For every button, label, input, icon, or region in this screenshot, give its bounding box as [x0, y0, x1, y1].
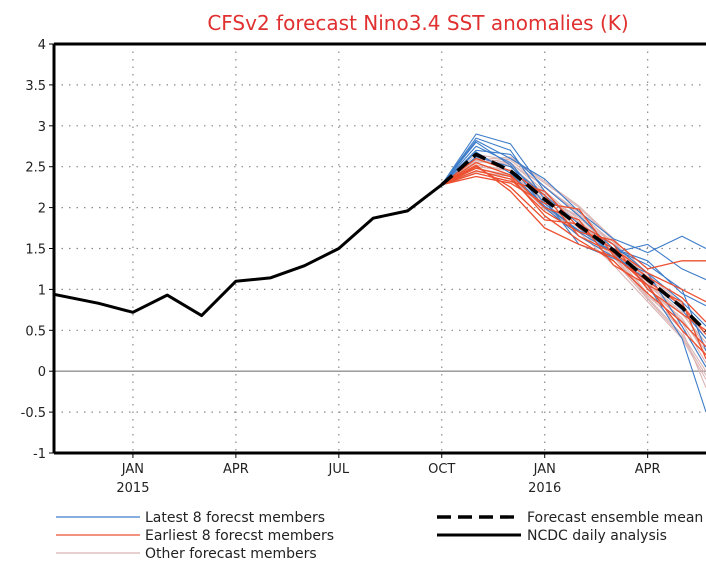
- y-axis: -1 -0.5 0 0.5 1 1.5 2 2.5 3 3.5 4: [21, 38, 54, 462]
- latest-member-line: [441, 149, 706, 307]
- earliest-member-line: [441, 167, 706, 348]
- latest-member-line: [441, 151, 706, 352]
- x-tick-year-label: 2015: [116, 481, 149, 496]
- x-tick-label: APR: [223, 462, 249, 477]
- latest-member-line: [441, 133, 706, 413]
- x-axis: JAN 2015 APR JUL OCT JAN 2016 APR: [116, 453, 661, 496]
- earliest-member-line: [441, 157, 706, 323]
- y-tick-label: 1: [38, 283, 46, 298]
- y-tick-label: 2.5: [25, 161, 46, 176]
- latest-member-line: [441, 139, 706, 254]
- ensemble-mean-line: [440, 152, 706, 333]
- other-member-line: [441, 156, 706, 335]
- other-member-line: [441, 166, 706, 372]
- legend-label-earliest: Earliest 8 forecst members: [145, 528, 334, 544]
- y-tick-label: 1.5: [25, 243, 46, 258]
- plot-area: [54, 133, 706, 413]
- legend-label-other: Other forecast members: [145, 546, 317, 562]
- other-member-line: [441, 157, 706, 388]
- plot-frame: [52, 42, 706, 455]
- legend-label-latest: Latest 8 forecst members: [145, 510, 325, 526]
- earliest-member-line: [441, 161, 706, 356]
- x-tick-label: JUL: [328, 462, 350, 477]
- legend-label-ncdc: NCDC daily analysis: [527, 528, 667, 544]
- y-tick-label: 3: [38, 120, 46, 135]
- legend: Latest 8 forecst members Earliest 8 forec…: [56, 510, 703, 562]
- earliest-member-line: [441, 175, 706, 360]
- chart-title: CFSv2 forecast Nino3.4 SST anomalies (K): [207, 11, 628, 35]
- legend-label-ensemble: Forecast ensemble mean: [527, 510, 703, 526]
- y-tick-label: -1: [33, 447, 46, 462]
- y-tick-label: 3.5: [25, 79, 46, 94]
- x-tick-year-label: 2016: [528, 481, 561, 496]
- x-tick-label: OCT: [428, 462, 455, 477]
- x-tick-label: JAN: [121, 462, 144, 477]
- x-tick-label: JAN: [533, 462, 556, 477]
- x-tick-label: APR: [635, 462, 661, 477]
- earliest-member-line: [441, 172, 706, 303]
- ncdc-analysis-line: [54, 183, 443, 318]
- y-tick-label: 2: [38, 202, 46, 217]
- y-tick-label: 0.5: [25, 324, 46, 339]
- other-member-line: [441, 157, 706, 364]
- y-tick-label: -0.5: [21, 406, 46, 421]
- grid-layer: [54, 44, 706, 453]
- y-tick-label: 0: [38, 365, 46, 380]
- y-tick-label: 4: [38, 38, 46, 53]
- earliest-member-line: [441, 164, 706, 335]
- other-member-line: [441, 156, 706, 368]
